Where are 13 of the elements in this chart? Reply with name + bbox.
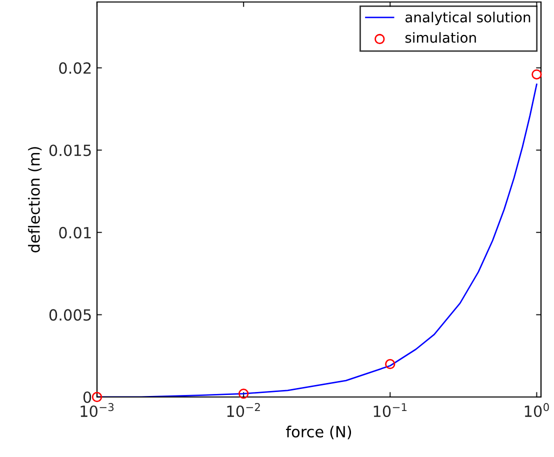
x-tick-label: 10$^{−1}$ [374, 403, 407, 418]
x-tick-label: 10$^{−2}$ [227, 403, 260, 418]
x-tick-label: 10$^{0}$ [524, 403, 549, 418]
y-tick-label: 0.01 [59, 226, 91, 238]
y-tick-label: 0 [83, 391, 92, 404]
y-tick-label: 0.005 [49, 309, 91, 321]
x-tick-label: 10$^{−3}$ [80, 403, 114, 418]
x-axis-title: force (N) [286, 426, 352, 440]
legend-label: simulation [405, 32, 476, 43]
y-axis-title: deflection (m) [28, 147, 42, 252]
legend-label: analytical solution [405, 12, 530, 26]
y-tick-label: 0.015 [49, 144, 91, 156]
y-tick-label: 0.02 [59, 62, 91, 74]
